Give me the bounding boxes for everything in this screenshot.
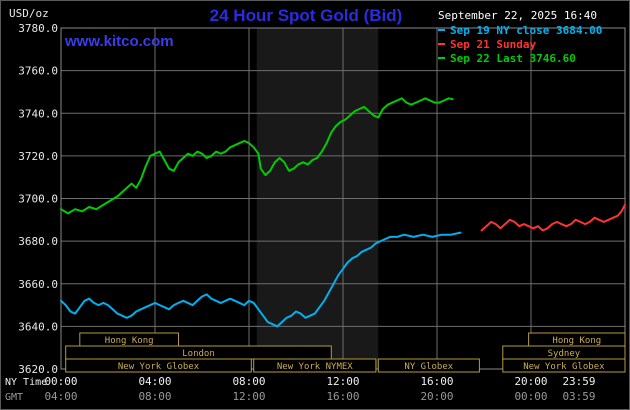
svg-text:12:00: 12:00 bbox=[232, 390, 265, 403]
y-axis-tick-labels: 3780.0 3760.0 3740.0 3720.0 3700.0 3680.0 3660… bbox=[18, 22, 58, 376]
svg-text:20:00: 20:00 bbox=[514, 375, 547, 388]
svg-text:3740.0: 3740.0 bbox=[18, 107, 58, 120]
svg-text:Hong Kong: Hong Kong bbox=[105, 336, 154, 346]
svg-text:3780.0: 3780.0 bbox=[18, 22, 58, 35]
svg-text:Hong Kong: Hong Kong bbox=[552, 336, 601, 346]
gridlines bbox=[60, 27, 626, 370]
svg-text:3700.0: 3700.0 bbox=[18, 193, 58, 206]
legend-label: Sep 21 Sunday bbox=[450, 37, 537, 51]
series-line bbox=[60, 97, 454, 215]
legend-item-sep22-last: Sep 22 Last 3746.60 bbox=[438, 51, 602, 65]
svg-text:16:00: 16:00 bbox=[326, 390, 359, 403]
svg-text:04:00: 04:00 bbox=[44, 390, 77, 403]
legend-line-marker bbox=[438, 57, 445, 59]
svg-text:00:00: 00:00 bbox=[44, 375, 77, 388]
legend-item-sep21-sunday: Sep 21 Sunday bbox=[438, 37, 602, 51]
svg-text:New York Globex: New York Globex bbox=[523, 362, 605, 372]
legend-label: Sep 19 NY close 3684.00 bbox=[450, 23, 603, 37]
series-line bbox=[480, 203, 626, 232]
chart-title: 24 Hour Spot Gold (Bid) bbox=[209, 6, 403, 25]
chart-datetime: September 22, 2025 16:40 bbox=[438, 9, 597, 22]
svg-text:08:00: 08:00 bbox=[232, 375, 265, 388]
svg-text:Sydney: Sydney bbox=[548, 349, 581, 359]
svg-text:3660.0: 3660.0 bbox=[18, 278, 58, 291]
svg-text:16:00: 16:00 bbox=[420, 375, 453, 388]
svg-text:3640.0: 3640.0 bbox=[18, 320, 58, 333]
svg-text:04:00: 04:00 bbox=[138, 375, 171, 388]
legend-line-marker bbox=[438, 29, 445, 31]
legend-line-marker bbox=[438, 43, 445, 45]
svg-text:NY Time: NY Time bbox=[5, 377, 47, 388]
x-axis-gmt-labels: GMT 04:00 08:00 12:00 16:00 20:00 00:00 03:59 bbox=[5, 390, 596, 403]
series-line bbox=[60, 231, 462, 328]
legend: Sep 19 NY close 3684.00 Sep 21 Sunday Se… bbox=[438, 23, 602, 65]
svg-text:New York NYMEX: New York NYMEX bbox=[277, 362, 353, 372]
svg-text:08:00: 08:00 bbox=[138, 390, 171, 403]
svg-text:GMT: GMT bbox=[5, 392, 23, 403]
svg-text:00:00: 00:00 bbox=[514, 390, 547, 403]
svg-text:23:59: 23:59 bbox=[562, 375, 595, 388]
svg-text:3680.0: 3680.0 bbox=[18, 235, 58, 248]
svg-text:New York Globex: New York Globex bbox=[118, 362, 200, 372]
svg-text:03:59: 03:59 bbox=[562, 390, 595, 403]
kitco-watermark-link[interactable]: www.kitco.com bbox=[65, 33, 174, 50]
svg-text:3760.0: 3760.0 bbox=[18, 65, 58, 78]
svg-text:20:00: 20:00 bbox=[420, 390, 453, 403]
legend-label: Sep 22 Last 3746.60 bbox=[450, 51, 576, 65]
svg-text:3620.0: 3620.0 bbox=[18, 363, 58, 376]
svg-text:London: London bbox=[182, 349, 215, 359]
market-session-boxes: Hong Kong Hong Kong London Sydney New York G… bbox=[65, 332, 626, 373]
svg-text:3720.0: 3720.0 bbox=[18, 150, 58, 163]
svg-text:NY Globex: NY Globex bbox=[404, 362, 453, 372]
svg-text:12:00: 12:00 bbox=[326, 375, 359, 388]
y-axis-unit-label: USD/oz bbox=[9, 7, 49, 20]
legend-item-sep19-ny-close: Sep 19 NY close 3684.00 bbox=[438, 23, 602, 37]
